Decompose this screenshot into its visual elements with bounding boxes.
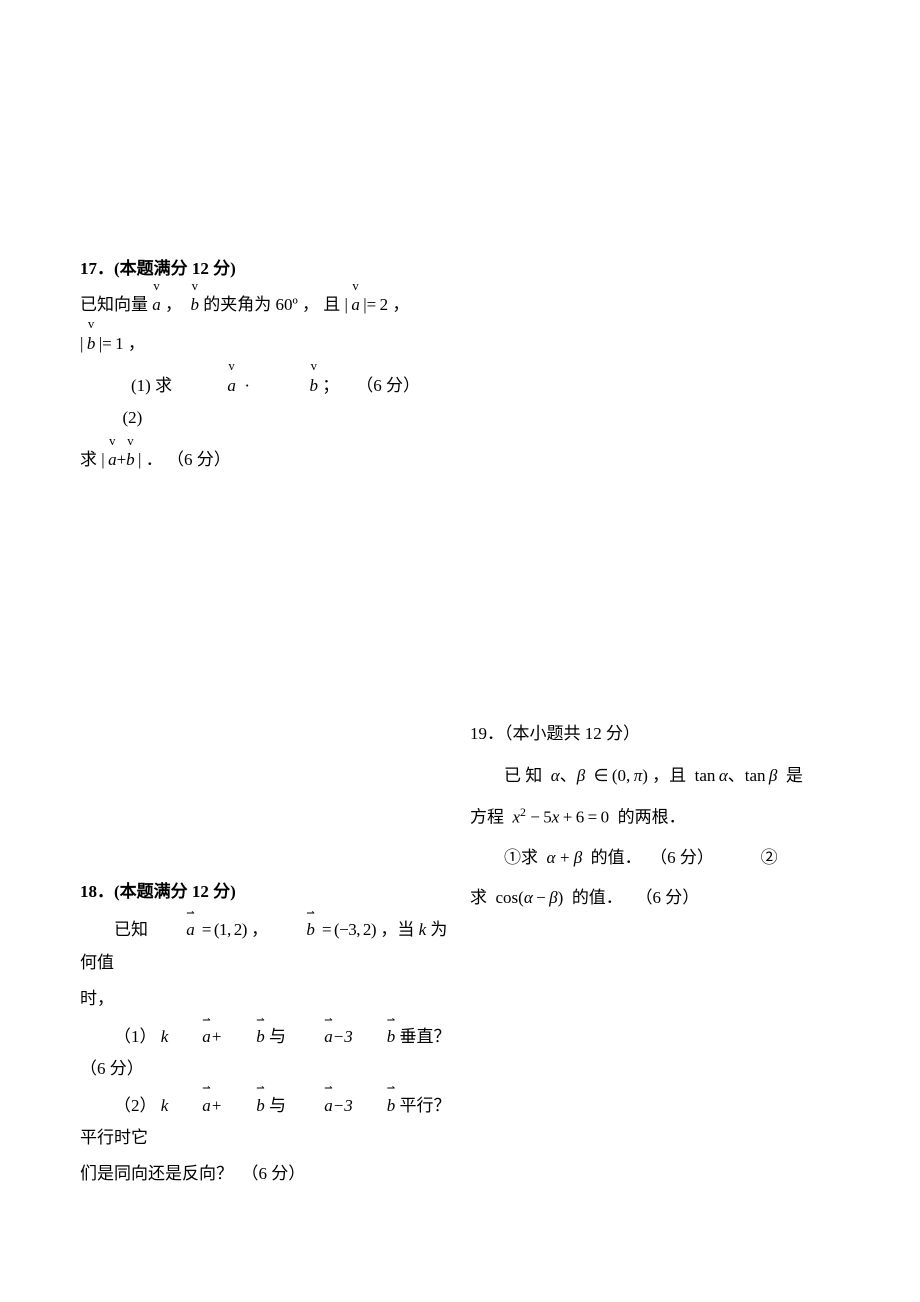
vector-b: vb <box>191 289 200 321</box>
q17-part2-prefix: 求 <box>80 450 101 469</box>
q18-expr-a-3b: ⇀a−3⇀b <box>290 1027 395 1046</box>
q17-part2-end: ． <box>146 450 163 469</box>
vector-a: va <box>176 370 236 402</box>
q19-part2-expr: cos(α − β) <box>491 888 567 907</box>
q19-part2-points: （6 分） <box>636 888 700 907</box>
q17-line1: 已知向量 va ， vb 的夹角为 60º ， 且 | va |= 2 ， <box>80 289 460 321</box>
q19-equation: x <box>508 807 520 826</box>
vector-a: va <box>152 289 161 321</box>
q18-last-line: 们是同向还是反向？ （6 分） <box>80 1158 460 1190</box>
q19-line1-b: ，且 <box>652 766 686 785</box>
q18-part1: （1） k⇀a+⇀b 与 ⇀a−3⇀b 垂直？ （6 分） <box>80 1021 460 1086</box>
q17-number: 17 <box>80 259 97 278</box>
q17-header-text: (本题满分 12 分) <box>114 259 236 278</box>
q17-line2-b: ， <box>128 334 145 353</box>
q17-mag-a: | va |= 2 <box>345 295 389 314</box>
q19-part2-q: 的值． <box>572 888 623 907</box>
vector-b: vb <box>259 370 319 402</box>
q18-line2: 时， <box>80 983 460 1015</box>
q19-vars: α <box>547 766 560 785</box>
question-18: 18．(本题满分 12 分) 已知 ⇀a = (1, 2) ， ⇀b = (−3… <box>80 876 460 1191</box>
sep: 、 <box>560 766 577 785</box>
q19-part2-label: ② <box>761 848 778 867</box>
q19-tanb: tan β <box>745 766 782 785</box>
q18-part2: （2） k⇀a+⇀b 与 ⇀a−3⇀b 平行？平行时它 <box>80 1090 460 1155</box>
question-19: 19．（本小题共 12 分） 已 知 α、β ∈ (0, π) ，且 tan α… <box>470 718 850 914</box>
q17-part1-sep: ； <box>322 376 339 395</box>
q17-line2: | vb |= 1 ， <box>80 328 460 360</box>
q17-angle: 60º <box>276 295 298 314</box>
q18-line1: 已知 ⇀a = (1, 2) ， ⇀b = (−3, 2) ，当 k 为何值 <box>80 914 460 979</box>
q19-line2-a: 方程 <box>470 807 504 826</box>
q18-vec-b-val: = (−3, 2) <box>319 920 376 939</box>
q19-header: 19．（本小题共 12 分） <box>470 718 850 750</box>
q18-part1-label: （1） <box>114 1027 157 1046</box>
q19-tan: tan α <box>690 766 727 785</box>
q17-part2-expr: | va+vb | <box>101 450 141 469</box>
q19-eq-rest: − 5x + 6 = 0 <box>526 807 613 826</box>
q17-part2-points: （6 分） <box>167 450 231 469</box>
q19-line1: 已 知 α、β ∈ (0, π) ，且 tan α、tan β 是 <box>470 760 850 792</box>
q17-part2-line: 求 | va+vb | ． （6 分） <box>80 444 460 476</box>
q17-line1-d: ， 且 <box>302 295 340 314</box>
q18-part2-label: （2） <box>114 1096 157 1115</box>
q19-line1-a: 已 知 <box>504 766 542 785</box>
q19-parts: ①求 α + β 的值． （6 分） ② <box>470 842 850 874</box>
q19-part1-label: ①求 <box>504 848 538 867</box>
q19-line1-c: 是 <box>786 766 803 785</box>
q17-line1-c: 的夹角为 <box>203 295 271 314</box>
q19-part1-expr: α + β <box>542 848 586 867</box>
q17-mag-b: | vb |= 1 <box>80 334 124 353</box>
q18-line-last: 们是同向还是反向？ <box>80 1164 233 1183</box>
q18-part2-mid: 与 <box>269 1096 286 1115</box>
q17-line1-a: 已知向量 <box>80 295 148 314</box>
q17-header: 17．(本题满分 12 分) <box>80 253 460 285</box>
q18-number: 18 <box>80 882 97 901</box>
q18-sep1: ， <box>251 920 268 939</box>
q19-var-beta: β <box>577 766 590 785</box>
q18-part2-points: （6 分） <box>242 1164 306 1183</box>
q17-part2-label: (2) <box>123 408 143 427</box>
q19-line2-b: 的两根． <box>618 807 686 826</box>
q18-part1-mid: 与 <box>269 1027 286 1046</box>
q18-part1-q: 垂直？ <box>400 1027 451 1046</box>
sep2: 、 <box>728 766 745 785</box>
q18-part1-points: （6 分） <box>80 1059 144 1078</box>
q19-part1-q: 的值． <box>591 848 642 867</box>
vector-a: ⇀a <box>152 914 195 946</box>
q18-line1-a: 已知 <box>114 920 148 939</box>
q18-header-prefix: ． <box>97 882 114 901</box>
dot-icon: · <box>240 376 254 395</box>
question-17: 17．(本题满分 12 分) 已知向量 va ， vb 的夹角为 60º ， 且… <box>80 253 460 477</box>
q18-expr-ka+b: k⇀a+⇀b <box>161 1027 265 1046</box>
q19-header-prefix: ． <box>487 724 504 743</box>
q19-inset: ∈ (0, π) <box>594 766 648 785</box>
q19-part1-points: （6 分） <box>650 848 714 867</box>
page: 17．(本题满分 12 分) 已知向量 va ， vb 的夹角为 60º ， 且… <box>0 0 920 1302</box>
q18-sep2: ，当 <box>380 920 414 939</box>
q19-line2: 方程 x2 − 5x + 6 = 0 的两根． <box>470 801 850 834</box>
q17-part1-points: （6 分） <box>356 376 420 395</box>
q19-part2-line: 求 cos(α − β) 的值． （6 分） <box>470 882 850 914</box>
q18-expr-ka+b: k⇀a+⇀b <box>161 1096 265 1115</box>
vector-b: ⇀b <box>272 914 315 946</box>
q19-part2-prefix: 求 <box>470 888 487 907</box>
q19-number: 19 <box>470 724 487 743</box>
q18-k: k <box>419 920 427 939</box>
q17-part1-label: (1) 求 <box>131 376 172 395</box>
q18-header-text: (本题满分 12 分) <box>114 882 236 901</box>
q17-header-prefix: ． <box>97 259 114 278</box>
q17-line1-e: ， <box>392 295 409 314</box>
q18-header: 18．(本题满分 12 分) <box>80 876 460 908</box>
q17-parts: (1) 求 va · vb ； （6 分） (2) <box>80 370 460 435</box>
q18-vec-a-val: = (1, 2) <box>199 920 247 939</box>
q17-line1-b: ， <box>165 295 182 314</box>
q19-header-text: （本小题共 12 分） <box>504 724 640 743</box>
q18-expr-a-3b: ⇀a−3⇀b <box>290 1096 395 1115</box>
